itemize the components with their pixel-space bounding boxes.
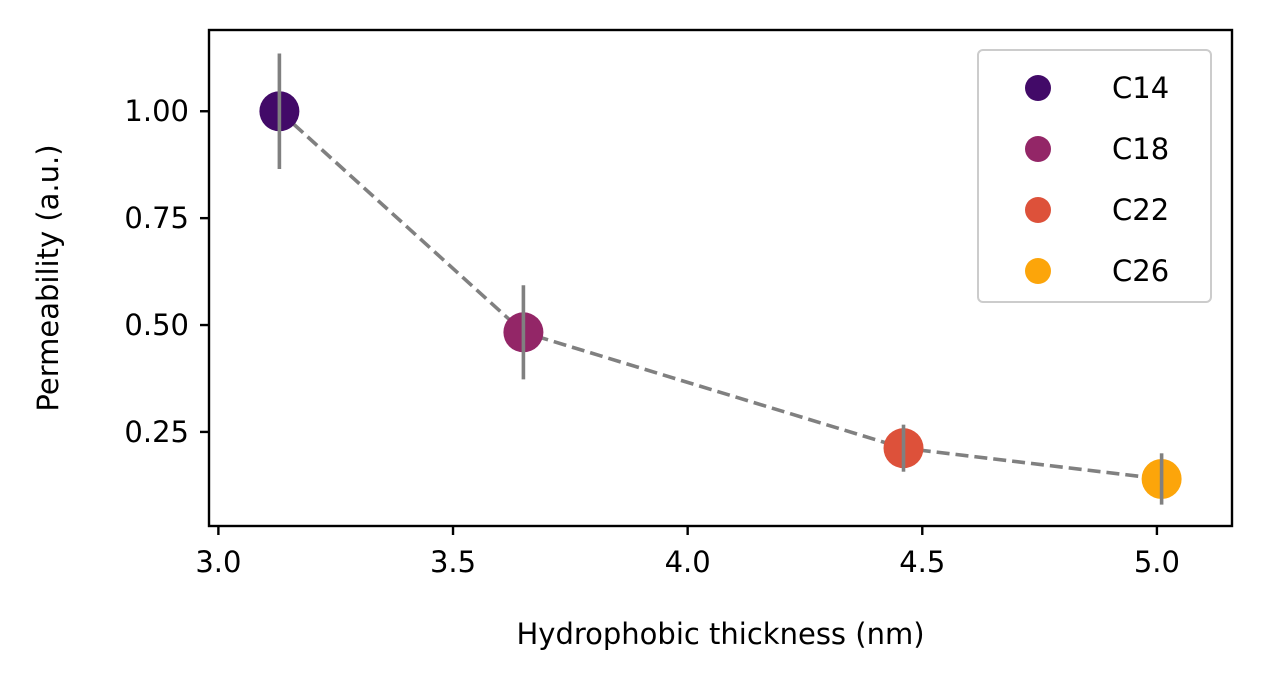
- y-tick-label: 0.25: [124, 415, 189, 449]
- legend-box: [977, 49, 1212, 303]
- legend-marker-c18: [1025, 136, 1051, 162]
- connector-line: [278, 109, 1162, 481]
- legend-label: C14: [1112, 71, 1169, 105]
- connector-layer: [278, 109, 1162, 481]
- legend-marker-c26: [1025, 258, 1051, 284]
- y-tick-label: 0.75: [124, 201, 189, 235]
- plot-frame: [207, 28, 1234, 528]
- x-axis-ticks: 3.0 3.5 4.0 4.5 5.0: [195, 526, 1180, 579]
- y-axis-label: Permeability (a.u.): [31, 144, 65, 411]
- x-tick-label: 3.0: [195, 545, 241, 579]
- legend-label: C18: [1112, 132, 1169, 166]
- x-tick-label: 4.5: [899, 545, 945, 579]
- errorbar-layer: [277, 53, 1164, 505]
- y-tick-label: 0.50: [124, 308, 189, 342]
- x-tick-label: 5.0: [1134, 545, 1180, 579]
- x-tick-label: 4.0: [665, 545, 711, 579]
- legend-items: C14 C18 C22 C26: [1025, 71, 1169, 288]
- legend: C14 C18 C22 C26: [977, 49, 1212, 303]
- legend-marker-c14: [1025, 75, 1051, 101]
- x-axis-label: Hydrophobic thickness (nm): [516, 617, 924, 651]
- legend-label: C22: [1112, 193, 1169, 227]
- x-tick-label: 3.5: [430, 545, 476, 579]
- y-tick-label: 1.00: [124, 94, 189, 128]
- legend-label: C26: [1112, 254, 1169, 288]
- legend-marker-c22: [1025, 197, 1051, 223]
- y-axis-ticks: 0.25 0.50 0.75 1.00: [124, 94, 209, 449]
